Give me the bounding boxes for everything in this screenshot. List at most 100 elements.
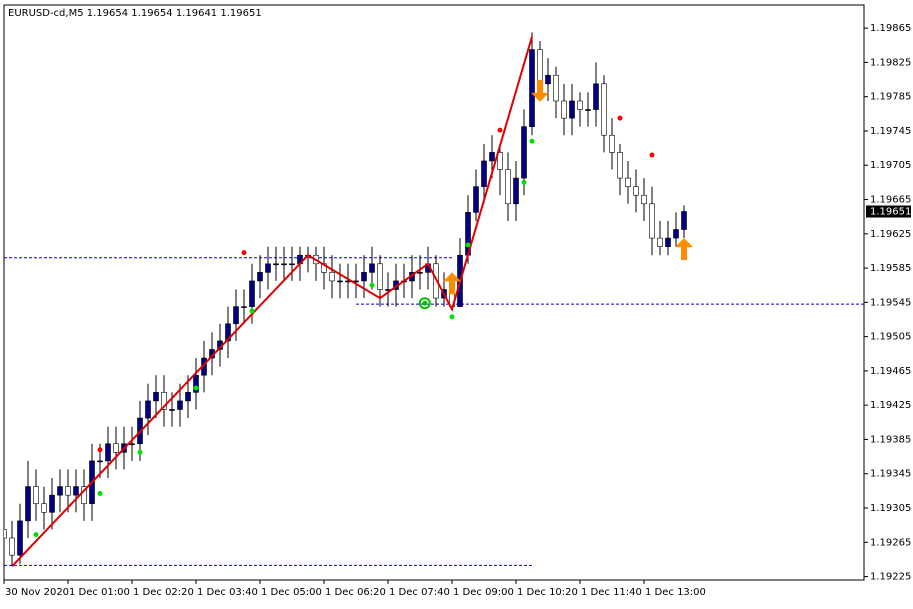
candle-body [529, 49, 535, 127]
candle-body [25, 486, 31, 522]
candle-body [537, 49, 543, 85]
candle-body [473, 186, 479, 213]
y-tick-label: 1.19345 [870, 469, 911, 480]
x-tick-label: 1 Dec 06:20 [325, 587, 386, 598]
signal-arrow [443, 272, 461, 295]
candle-body [81, 486, 87, 505]
candle-body [169, 409, 175, 411]
candle-body [505, 169, 511, 205]
candle-body [161, 392, 167, 410]
x-tick-label: 1 Dec 09:00 [453, 587, 514, 598]
candle-body [49, 494, 55, 513]
candle-body [665, 237, 671, 247]
candle-body [233, 306, 239, 325]
x-tick-label: 30 Nov 2020 [5, 587, 69, 598]
y-tick-label: 1.19625 [870, 229, 911, 240]
candle-body [153, 392, 159, 402]
y-tick-label: 1.19865 [870, 23, 911, 34]
candle-body [497, 152, 503, 170]
signal-dot [97, 447, 103, 453]
signal-dot [33, 532, 39, 538]
candle-body [265, 263, 271, 273]
candle-body [97, 460, 103, 463]
y-tick-label: 1.19825 [870, 57, 911, 68]
candle-body [417, 272, 423, 274]
signal-dot [617, 115, 623, 121]
candle-body [585, 109, 591, 111]
x-tick-label: 1 Dec 10:20 [517, 587, 578, 598]
last-price-box [866, 205, 911, 218]
candle-body [673, 229, 679, 239]
candle-body [561, 100, 567, 119]
candle-body [41, 503, 47, 513]
plot-area [4, 32, 864, 567]
candle-body [33, 486, 39, 505]
y-tick-label: 1.19225 [870, 572, 911, 583]
candle-body [105, 443, 111, 462]
signal-dot [249, 308, 255, 314]
last-price-label: 1.19651 [870, 207, 911, 218]
candle-body [633, 186, 639, 196]
candle-body [601, 83, 607, 136]
candle-body [369, 263, 375, 273]
candle-body [177, 400, 183, 410]
signal-circle [418, 297, 431, 310]
signal-dot [449, 314, 455, 320]
y-tick-label: 1.19545 [870, 297, 911, 308]
signal-dot [529, 138, 535, 144]
y-tick-label: 1.19465 [870, 366, 911, 377]
candle-body [657, 237, 663, 247]
y-tick-label: 1.19705 [870, 160, 911, 171]
candle-body [577, 100, 583, 110]
y-tick-label: 1.19665 [870, 195, 911, 206]
y-tick-label: 1.19385 [870, 434, 911, 445]
y-tick-label: 1.19305 [870, 503, 911, 514]
candle-body [641, 194, 647, 205]
x-tick-label: 1 Dec 13:00 [645, 587, 706, 598]
x-tick-label: 1 Dec 07:40 [389, 587, 450, 598]
candle-body [569, 100, 575, 119]
candle-body [73, 486, 79, 496]
candle-body [249, 280, 255, 307]
candle-body [553, 74, 559, 102]
y-tick-label: 1.19505 [870, 332, 911, 343]
candle-body [609, 134, 615, 153]
candle-body [9, 537, 15, 556]
candle-body [681, 211, 687, 230]
candle-body [521, 126, 527, 179]
signal-arrow [675, 238, 693, 261]
x-tick-label: 1 Dec 02:20 [133, 587, 194, 598]
chart-title: EURUSD-cd,M5 1.19654 1.19654 1.19641 1.1… [8, 8, 262, 19]
candle-body [377, 263, 383, 290]
x-tick-label: 1 Dec 05:00 [261, 587, 322, 598]
candle-body [329, 272, 335, 282]
candle-body [17, 520, 23, 556]
candle-body [185, 392, 191, 402]
candle-body [481, 160, 487, 187]
signal-dot [241, 250, 247, 256]
candle-body [113, 443, 119, 453]
signal-dot [497, 127, 503, 133]
candle-body [281, 263, 287, 266]
candle-body [625, 177, 631, 187]
signal-circle-core [422, 300, 428, 306]
candle-body [513, 177, 519, 205]
candle-body [489, 152, 495, 162]
y-tick-label: 1.19585 [870, 263, 911, 274]
candle-body [57, 486, 63, 496]
signal-dot [193, 385, 199, 391]
signal-dot [465, 242, 471, 248]
x-tick-label: 1 Dec 11:40 [581, 587, 642, 598]
candle-body [545, 74, 551, 85]
candle-body [193, 374, 199, 393]
candle-body [337, 280, 343, 283]
y-tick-label: 1.19425 [870, 400, 911, 411]
candle-body [361, 272, 367, 282]
zigzag-line [11, 36, 533, 567]
candle-body [273, 263, 279, 266]
y-tick-label: 1.19785 [870, 92, 911, 103]
signal-dot [97, 490, 103, 496]
x-tick-label: 1 Dec 01:00 [69, 587, 130, 598]
